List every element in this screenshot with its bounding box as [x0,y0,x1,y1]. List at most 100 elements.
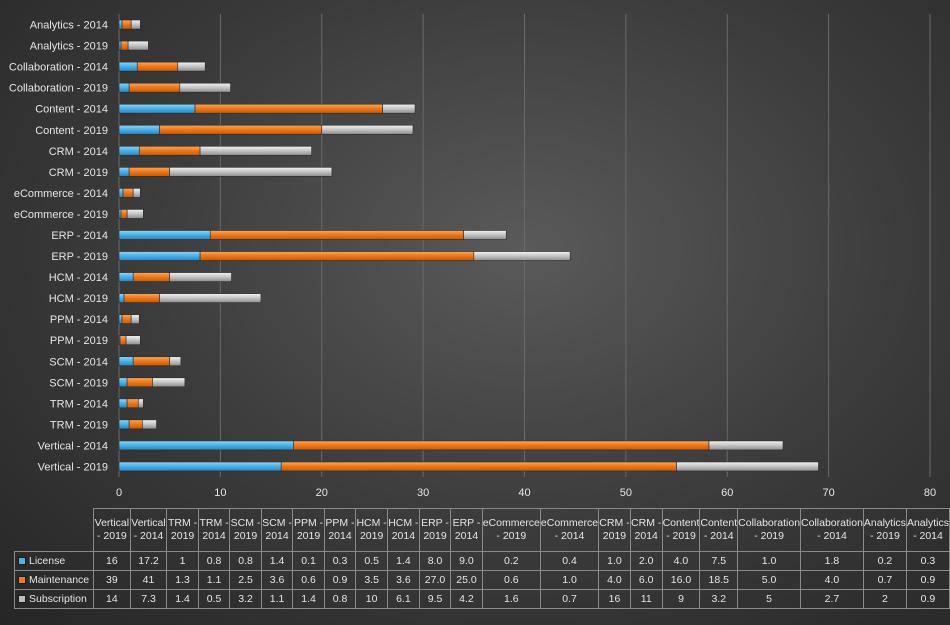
bar-subscription [169,356,182,367]
category-label: Collaboration - 2014 [9,62,108,74]
table-header: Collaboration - 2014 [800,508,864,552]
table-cell: 0.5 [355,551,388,571]
table-cell: 0.3 [905,551,950,571]
category-label: ERP - 2014 [51,230,108,242]
table-header: SCM - 2019 [229,508,262,552]
bar-subscription [130,19,141,30]
table-cell: 17.2 [129,551,168,571]
legend-key-icon [18,594,26,603]
category-label: TRM - 2019 [50,419,108,431]
bar-subscription [130,314,140,324]
legend-label: Maintenance [29,573,90,586]
table-cell: 2.0 [629,551,663,571]
bar-subscription [159,293,262,303]
table-cell: 0.2 [862,551,907,571]
x-tick-label: 80 [924,487,936,499]
category-label: eCommerce - 2014 [14,188,108,200]
table-cell: 39 [93,570,131,590]
category-label: Collaboration - 2019 [9,83,108,95]
table-row: License 16 17.2 1 0.8 0.8 1.4 0.1 0.3 0.5 1.4 8.0 9.… [13,551,950,571]
table-cell: 9.0 [450,551,483,571]
table-cell: 2.7 [800,589,864,609]
category-label: Vertical - 2014 [38,440,108,452]
table-cell: 0.4 [539,551,600,571]
bar-license [118,272,134,282]
table-cell: 0.1 [292,551,325,571]
bar-maintenance [138,145,201,156]
bar-subscription [179,82,231,93]
table-cell: 7.5 [699,551,739,571]
table-header: ERP - 2019 [418,508,452,552]
bar-license [118,251,201,261]
table-cell: 25.0 [450,570,483,590]
table-header: SCM - 2014 [260,508,294,552]
table-cell: 9 [661,589,701,609]
table-cell: 0.9 [905,570,950,590]
table-cell: 3.5 [355,570,388,590]
table-cell: 1.1 [197,570,231,590]
table-cell: 1.4 [260,551,294,571]
bar-subscription [125,335,141,346]
bar-subscription [382,103,416,114]
bar-maintenance [132,272,170,282]
category-label: Content - 2019 [35,125,108,137]
category-label: Analytics - 2014 [30,20,108,32]
bar-subscription [169,167,333,177]
table-cell: 8.0 [418,551,452,571]
bar-maintenance [121,314,132,324]
bar-license [118,293,125,303]
bar-subscription [126,209,144,219]
x-tick-label: 40 [518,487,530,499]
bar-maintenance [120,209,128,219]
table-cell: 0.8 [323,589,357,609]
bar-license [118,167,130,177]
category-label: ERP - 2019 [51,251,108,263]
bar-maintenance [136,61,179,72]
table-cell: 6.0 [629,570,663,590]
gridlines [118,14,931,477]
table-header: eCommerce - 2014 [539,508,600,552]
table-header: HCM - 2014 [387,508,420,552]
table-header: eCommerce - 2019 [481,508,541,552]
table-cell: 0.7 [862,570,907,590]
legend-label: License [29,554,66,567]
table-row: Subscription 14 7.3 1.4 0.5 3.2 1.1 1.4 0.8 10 6.1… [13,589,950,609]
category-label: Content - 2014 [35,104,108,116]
table-cell: 1.6 [481,589,541,609]
table-cell: 0.2 [481,551,541,571]
table-cell: 2.5 [229,570,262,590]
category-label: PPM - 2014 [50,314,108,326]
table-cell: 0.7 [539,589,600,609]
table-cell: 1.0 [539,570,600,590]
bar-subscription [321,124,414,135]
bar-maintenance [128,167,170,177]
stacked-bar-chart: Vertical - 2019 Vertical - 2014 TRM - 2019… [9,14,936,499]
bar-license [118,230,211,240]
table-cell: 1 [166,551,199,571]
bar-license [118,209,122,219]
table-header: Vertical - 2014 [129,508,168,552]
category-label: SCM - 2019 [49,377,108,389]
bar-maintenance [280,461,677,472]
table-cell: 0.3 [323,551,357,571]
table-cell: 16 [93,551,131,571]
bar-maintenance [121,19,132,30]
table-header: PPM - 2014 [323,508,357,552]
bar-maintenance [119,335,127,346]
table-header: HCM - 2019 [355,508,388,552]
category-axis: Vertical - 2019 Vertical - 2014 TRM - 2019… [9,20,108,474]
table-cell: 0.8 [197,551,231,571]
bar-license [118,356,134,367]
bar-maintenance [132,356,170,367]
table-cell: 0.5 [197,589,231,609]
table-cell: 0.9 [905,589,950,609]
table-header: Content - 2019 [661,508,701,552]
table-cell: 3.2 [229,589,262,609]
legend-entry: Maintenance [13,570,95,590]
x-tick-label: 30 [417,487,429,499]
x-tick-label: 60 [721,487,733,499]
table-header: TRM - 2019 [166,508,199,552]
category-label: eCommerce - 2019 [14,209,108,221]
bar-subscription [177,61,206,72]
bar-license [118,377,128,388]
